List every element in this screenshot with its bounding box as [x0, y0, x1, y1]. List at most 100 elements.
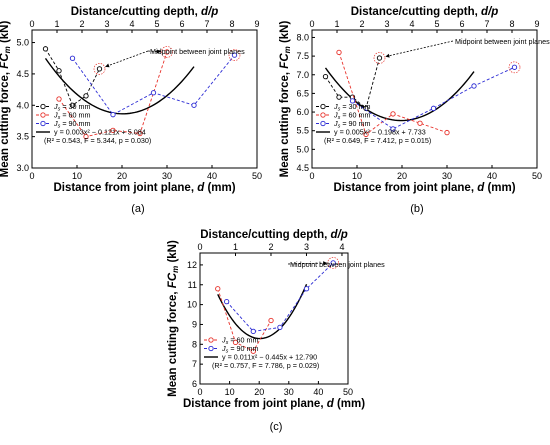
- fit-stats-label: (R² = 0.757, F = 7.786, p = 0.029): [212, 361, 319, 370]
- legend-marker: [320, 103, 326, 110]
- legend-marker: [208, 345, 214, 352]
- annotation-arrow-line: [287, 262, 328, 265]
- y-tick-label: 3.0: [16, 163, 29, 173]
- top-x-tick-label: 3: [384, 19, 389, 29]
- midpoint-annotation: Midpoint between joint planes: [455, 37, 550, 46]
- x-tick-label: 10: [225, 387, 235, 397]
- data-point: [471, 83, 477, 89]
- series-1: [56, 46, 173, 140]
- y-axis-title: Mean cutting force, FCm (kN): [279, 21, 292, 178]
- top-x-tick-label: 5: [434, 19, 439, 29]
- x-tick-label: 50: [343, 387, 353, 397]
- x-tick-label: 40: [207, 171, 217, 181]
- annotation-arrowhead: [323, 261, 328, 266]
- y-tick-label: 6.5: [296, 88, 309, 98]
- top-x-tick-label: 6: [459, 19, 464, 29]
- series-line: [226, 262, 334, 332]
- x-tick-label: 30: [442, 171, 452, 181]
- top-x-tick-label: 1: [334, 19, 339, 29]
- series-line: [325, 57, 380, 110]
- x-tick-label: 0: [29, 171, 34, 181]
- legend-marker: [40, 120, 46, 127]
- x-tick-label: 20: [397, 171, 407, 181]
- top-x-tick-label: 3: [304, 242, 309, 252]
- data-point: [444, 129, 450, 136]
- y-tick-label: 11: [188, 280, 197, 290]
- legend-label: Js = 30 mm: [53, 102, 91, 113]
- series-1: [336, 49, 450, 138]
- data-point: [376, 55, 383, 61]
- panel-label: (b): [410, 203, 423, 215]
- series-0: [215, 286, 274, 354]
- data-point: [42, 46, 49, 52]
- y-tick-label: 4.5: [296, 163, 309, 173]
- data-point: [336, 94, 342, 100]
- legend-label: Js = 90 mm: [221, 344, 259, 355]
- top-x-tick-label: 0: [197, 242, 202, 252]
- legend-label: Js = 30 mm: [333, 102, 371, 113]
- y-tick-label: 8.0: [296, 32, 309, 42]
- chart-panel-b: 0 10 20 30 40 50 0 1 2 3 4 5 6 7 8 9 4.5 5.0 5.5 6.0 6.5 7.0 7…: [279, 6, 550, 215]
- legend-marker: [320, 112, 326, 118]
- top-x-tick-label: 8: [229, 19, 234, 29]
- x-tick-label: 40: [313, 387, 323, 397]
- midpoint-annotation: Midpoint between joint planes: [150, 47, 245, 56]
- data-point: [330, 260, 336, 266]
- series-1: [223, 257, 340, 335]
- top-x-tick-label: 7: [484, 19, 489, 29]
- panel-label: (c): [270, 421, 283, 433]
- y-axis-title: Mean cutting force, FCm (kN): [0, 21, 12, 178]
- x-tick-label: 0: [197, 387, 202, 397]
- data-point: [268, 317, 274, 324]
- y-tick-label: 7: [192, 359, 197, 369]
- top-x-tick-label: 7: [204, 19, 209, 29]
- legend-label: Js = 90 mm: [333, 119, 371, 130]
- fit-equation-label: y = 0.005x² − 0.198x + 7.733: [334, 128, 426, 137]
- data-point: [83, 133, 89, 140]
- data-point: [390, 126, 396, 132]
- data-point: [150, 90, 157, 96]
- x-tick-label: 10: [352, 171, 362, 181]
- top-x-tick-label: 9: [534, 19, 539, 29]
- top-x-tick-label: 1: [233, 242, 238, 252]
- data-point: [336, 49, 342, 56]
- x-tick-label: 20: [254, 387, 264, 397]
- y-tick-label: 4.0: [16, 100, 29, 110]
- annotation-arrowhead: [156, 49, 162, 54]
- data-point: [349, 98, 356, 104]
- top-x-tick-label: 0: [29, 19, 34, 29]
- data-point: [417, 120, 423, 126]
- top-x-tick-label: 2: [268, 242, 273, 252]
- top-x-tick-label: 2: [79, 19, 84, 29]
- plot-frame: [199, 252, 349, 385]
- legend-label: Js = 60 mm: [53, 111, 91, 122]
- y-axis-title: Mean cutting force, FCm (kN): [167, 240, 180, 397]
- midpoint-highlight-ring: [93, 63, 106, 75]
- top-x-tick-label: 4: [339, 242, 344, 252]
- y-tick-label: 6.0: [296, 107, 309, 117]
- y-tick-label: 5.0: [16, 38, 29, 48]
- y-tick-label: 9: [192, 319, 197, 329]
- top-x-tick-label: 5: [154, 19, 159, 29]
- data-point: [191, 102, 197, 108]
- top-x-tick-label: 2: [359, 19, 364, 29]
- fit-equation-label: y = 0.003x² − 0.121x + 5.084: [54, 128, 146, 137]
- midpoint-highlight-ring: [327, 257, 340, 269]
- data-point: [69, 55, 76, 61]
- x-tick-label: 30: [162, 171, 172, 181]
- top-x-axis-title: Distance/cutting depth, d/p: [71, 6, 219, 18]
- data-point: [56, 96, 62, 102]
- panel-label: (a): [131, 203, 144, 215]
- legend-marker: [208, 337, 214, 343]
- top-x-tick-label: 3: [104, 19, 109, 29]
- annotation-arrowhead: [385, 53, 390, 58]
- data-point: [250, 328, 256, 335]
- data-point: [232, 339, 239, 345]
- y-tick-label: 5.5: [296, 126, 309, 136]
- fit-curve: [217, 283, 308, 340]
- y-tick-label: 6: [192, 379, 197, 389]
- y-tick-label: 8: [192, 339, 197, 349]
- midpoint-highlight-ring: [161, 46, 173, 58]
- top-x-tick-label: 8: [509, 19, 514, 29]
